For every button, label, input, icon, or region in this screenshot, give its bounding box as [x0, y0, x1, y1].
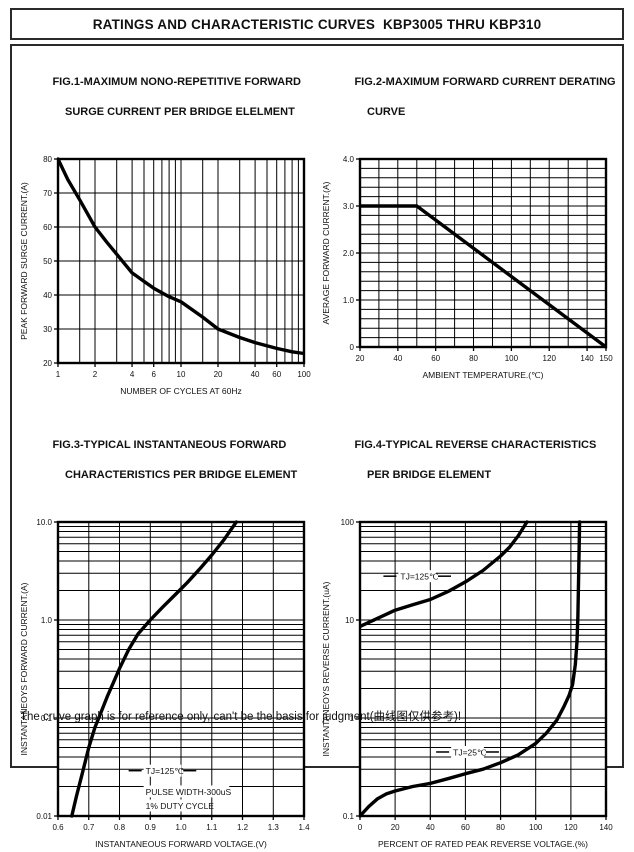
- svg-text:40: 40: [393, 354, 402, 363]
- figure-2-title-line1: FIG.2-MAXIMUM FORWARD CURRENT DERATING: [354, 75, 616, 88]
- svg-text:60: 60: [272, 370, 281, 379]
- svg-text:TJ=125℃: TJ=125℃: [146, 766, 185, 776]
- svg-text:TJ=125℃: TJ=125℃: [400, 572, 439, 582]
- svg-text:100: 100: [341, 518, 355, 527]
- svg-text:100: 100: [529, 823, 543, 832]
- figure-3-title-line2: CHARACTERISTICS PER BRIDGE ELEMENT: [65, 468, 298, 481]
- svg-text:1.4: 1.4: [298, 823, 310, 832]
- svg-text:INSTANTANEOUS FORWARD VOLTAGE.: INSTANTANEOUS FORWARD VOLTAGE.(V): [95, 839, 267, 849]
- svg-text:60: 60: [461, 823, 470, 832]
- curves-panel: FIG.1-MAXIMUM NONO-REPETITIVE FORWARD SU…: [10, 44, 624, 849]
- svg-text:0.6: 0.6: [52, 823, 64, 832]
- svg-text:20: 20: [391, 823, 400, 832]
- svg-text:0.1: 0.1: [41, 714, 53, 723]
- figure-4-title-line2: PER BRIDGE ELEMENT: [367, 468, 492, 481]
- figure-2-chart: 20 40 60 80 100 120 140 150 0 1.0 2.0 3.0 4.0 AMBIENT…: [321, 155, 613, 380]
- svg-text:AMBIENT TEMPERATURE.(℃): AMBIENT TEMPERATURE.(℃): [422, 370, 543, 380]
- figure-1: FIG.1-MAXIMUM NONO-REPETITIVE FORWARD SU…: [16, 60, 318, 399]
- figure-3-title: FIG.3-TYPICAL INSTANTANEOUS FORWARD CHAR…: [28, 423, 318, 512]
- svg-text:1.0: 1.0: [41, 616, 53, 625]
- svg-text:40: 40: [426, 823, 435, 832]
- svg-text:0: 0: [350, 343, 355, 352]
- svg-text:1.1: 1.1: [206, 823, 218, 832]
- figure-1-chart: 1 2 4 6 10 20 40 60 100 20 30 40 50 60 70 80 NUMBER OF C…: [19, 155, 311, 396]
- svg-text:PULSE WIDTH-300uS: PULSE WIDTH-300uS: [146, 787, 232, 797]
- svg-text:1: 1: [56, 370, 61, 379]
- svg-text:6: 6: [151, 370, 156, 379]
- svg-text:40: 40: [251, 370, 260, 379]
- svg-text:10: 10: [177, 370, 186, 379]
- svg-text:PEAK FORWARD SURGE CURRENT.(A): PEAK FORWARD SURGE CURRENT.(A): [19, 182, 29, 340]
- svg-text:3.0: 3.0: [343, 202, 355, 211]
- figure-4: FIG.4-TYPICAL REVERSE CHARACTERISTICS PE…: [318, 423, 620, 852]
- svg-text:20: 20: [43, 359, 52, 368]
- figures-grid: FIG.1-MAXIMUM NONO-REPETITIVE FORWARD SU…: [16, 60, 618, 852]
- svg-text:80: 80: [43, 155, 52, 164]
- figure-2-title-line2: CURVE: [367, 105, 406, 118]
- svg-text:120: 120: [564, 823, 578, 832]
- svg-text:INSTANTANEOYS REVERSE CURRENT.: INSTANTANEOYS REVERSE CURRENT.(uA): [321, 582, 331, 757]
- svg-text:20: 20: [356, 354, 365, 363]
- svg-text:0: 0: [358, 823, 363, 832]
- svg-text:TJ=25℃: TJ=25℃: [453, 748, 487, 758]
- figure-4-title: FIG.4-TYPICAL REVERSE CHARACTERISTICS PE…: [330, 423, 620, 512]
- svg-text:20: 20: [214, 370, 223, 379]
- figure-2: FIG.2-MAXIMUM FORWARD CURRENT DERATING C…: [318, 60, 620, 399]
- svg-text:PERCENT OF RATED PEAK REVERSE: PERCENT OF RATED PEAK REVERSE VOLTAGE.(%…: [378, 839, 588, 849]
- svg-text:0.1: 0.1: [343, 812, 355, 821]
- svg-text:1.3: 1.3: [268, 823, 280, 832]
- svg-text:4: 4: [130, 370, 135, 379]
- figure-3-title-line1: FIG.3-TYPICAL INSTANTANEOUS FORWARD: [52, 438, 287, 451]
- svg-text:80: 80: [469, 354, 478, 363]
- svg-text:2.0: 2.0: [343, 249, 355, 258]
- figure-1-title: FIG.1-MAXIMUM NONO-REPETITIVE FORWARD SU…: [28, 60, 318, 149]
- svg-text:1.0: 1.0: [175, 823, 187, 832]
- svg-text:80: 80: [496, 823, 505, 832]
- svg-text:0.9: 0.9: [145, 823, 157, 832]
- figure-3-chart: TJ=125℃ PULSE WIDTH-300uS 1% DUTY CYCLE 0.6…: [19, 518, 310, 849]
- svg-text:10.0: 10.0: [36, 518, 52, 527]
- svg-text:0.7: 0.7: [83, 823, 95, 832]
- svg-text:1.0: 1.0: [343, 296, 355, 305]
- figure-1-title-line1: FIG.1-MAXIMUM NONO-REPETITIVE FORWARD: [52, 75, 301, 88]
- svg-text:2: 2: [93, 370, 98, 379]
- svg-text:1.2: 1.2: [237, 823, 249, 832]
- svg-text:10: 10: [345, 616, 354, 625]
- svg-text:100: 100: [505, 354, 519, 363]
- figure-2-title: FIG.2-MAXIMUM FORWARD CURRENT DERATING C…: [330, 60, 620, 149]
- svg-text:100: 100: [297, 370, 311, 379]
- svg-text:40: 40: [43, 291, 52, 300]
- svg-text:60: 60: [431, 354, 440, 363]
- svg-text:4.0: 4.0: [343, 155, 355, 164]
- figure-4-title-line1: FIG.4-TYPICAL REVERSE CHARACTERISTICS: [354, 438, 597, 451]
- reference-note: The cruve graph is for reference only, c…: [20, 711, 462, 723]
- figure-4-chart: TJ=125℃ TJ=25℃ 0 20 40 60 80 100 120 140 0.1 1 10 100…: [321, 518, 613, 849]
- svg-text:1: 1: [350, 714, 355, 723]
- svg-text:140: 140: [580, 354, 594, 363]
- svg-text:70: 70: [43, 189, 52, 198]
- svg-text:150: 150: [599, 354, 613, 363]
- svg-text:AVERAGE FORWARD CURRENT.(A): AVERAGE FORWARD CURRENT.(A): [321, 181, 331, 324]
- svg-text:30: 30: [43, 325, 52, 334]
- page-title: RATINGS AND CHARACTERISTIC CURVES KBP300…: [10, 8, 624, 40]
- svg-text:140: 140: [599, 823, 613, 832]
- svg-text:0.8: 0.8: [114, 823, 126, 832]
- svg-text:INSTANTANEOYS FORWARD CURRENT.: INSTANTANEOYS FORWARD CURRENT.(A): [19, 582, 29, 755]
- svg-text:60: 60: [43, 223, 52, 232]
- svg-text:0.01: 0.01: [36, 812, 52, 821]
- figure-1-title-line2: SURGE CURRENT PER BRIDGE ELELMENT: [65, 105, 295, 118]
- figure-3: FIG.3-TYPICAL INSTANTANEOUS FORWARD CHAR…: [16, 423, 318, 852]
- svg-text:1% DUTY CYCLE: 1% DUTY CYCLE: [146, 801, 215, 811]
- svg-text:50: 50: [43, 257, 52, 266]
- svg-text:120: 120: [543, 354, 557, 363]
- svg-text:NUMBER OF CYCLES AT 60Hz: NUMBER OF CYCLES AT 60Hz: [120, 386, 242, 396]
